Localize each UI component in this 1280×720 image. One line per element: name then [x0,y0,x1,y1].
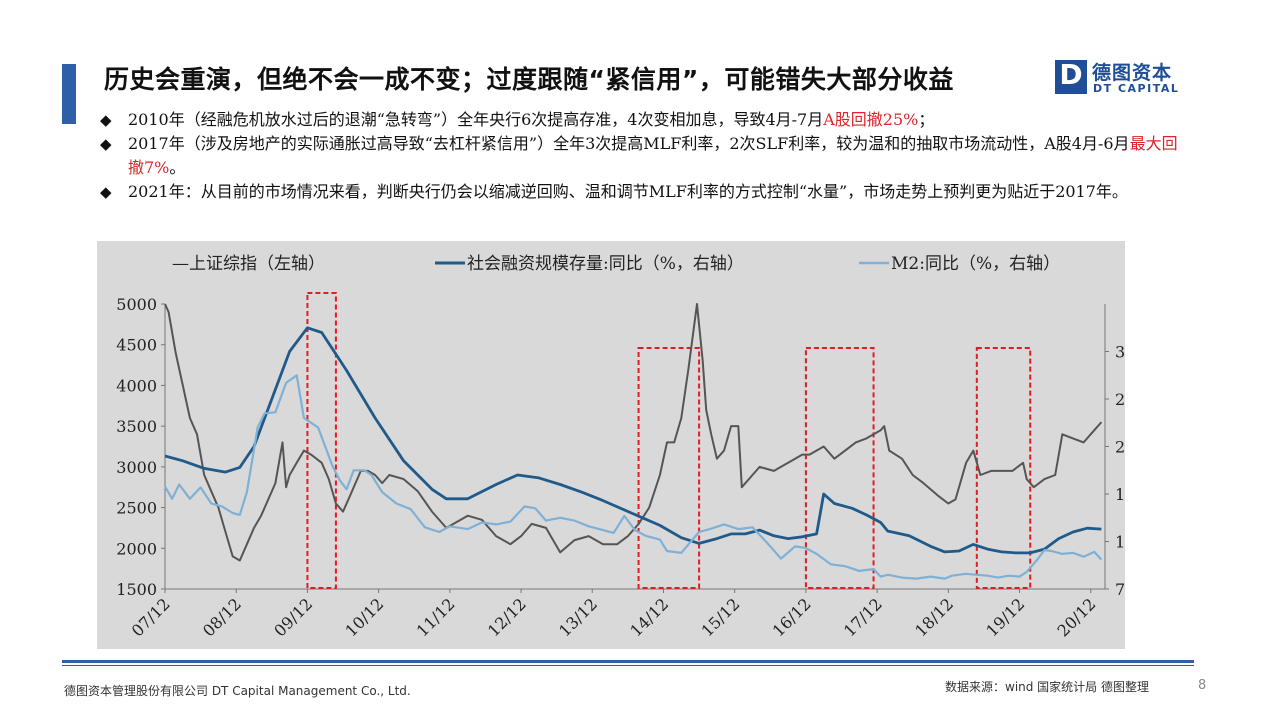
x-tick-label: 14/12 [626,594,672,640]
x-tick-label: 15/12 [697,594,743,640]
x-tick-label: 08/12 [199,594,245,640]
legend-label: 社会融资规模存量:同比（%，右轴） [467,254,744,274]
bullet-list: ◆ 2010年（经融危机放水过后的退潮“急转弯”）全年央行6次提高存准，4次变相加… [100,108,1190,204]
bullet-text: ； [918,110,935,129]
bullet-highlight-text: 最大回撤7% [128,134,1178,177]
chart-panel: 1500 2000 2500 3000 3500 4000 4500 5000 7 12 17 22 2… [97,241,1135,649]
right-tick-label: 32 [1115,343,1125,362]
page-title: 历史会重演，但绝不会一成不变；过度跟随“紧信用”，可能错失大部分收益 [104,65,954,94]
line-chart: 1500 2000 2500 3000 3500 4000 4500 5000 7 12 17 22 2… [116,254,1135,640]
left-tick-label: 2500 [116,499,157,518]
logo-english-name: DT CAPITAL [1093,82,1180,95]
x-tick-label: 11/12 [413,594,459,640]
data-source: 数据来源：wind 国家统计局 德图整理 [945,680,1150,694]
x-tick-label: 13/12 [555,594,601,640]
x-tick-label: 10/12 [341,594,387,640]
series-line-1 [164,303,1103,562]
bullet-text: 2021年：从目前的市场情况来看，判断央行仍会以缩减逆回购、温和调节MLF利率的… [128,182,1128,201]
x-tick-label: 19/12 [982,594,1028,640]
right-tick-label: 7 [1115,580,1125,599]
bullet-item: ◆ 2021年：从目前的市场情况来看，判断央行仍会以缩减逆回购、温和调节MLF利率… [100,180,1190,204]
x-tick-label: 20/12 [1054,594,1100,640]
series-line-3 [164,374,1103,580]
left-tick-label: 4500 [116,336,157,355]
diamond-bullet-icon: ◆ [100,135,112,153]
highlight-box [804,347,875,589]
right-tick-label: 12 [1115,533,1125,552]
right-tick-label: 27 [1115,390,1125,409]
highlight-box [637,347,701,589]
footer-company: 德图资本管理股份有限公司 DT Capital Management Co., … [64,684,411,698]
logo-mark-icon [1055,60,1087,94]
x-tick-label: 16/12 [769,594,815,640]
left-tick-label: 3000 [116,458,157,477]
right-tick-label: 22 [1115,438,1125,457]
legend-label: M2:同比（%，右轴） [891,254,1060,274]
diamond-bullet-icon: ◆ [100,111,112,129]
bullet-text: 2017年（涉及房地产的实际通胀过高导致“去杠杆紧信用”）全年3次提高MLF利率… [128,134,1130,153]
bullet-text: 。 [169,158,186,177]
left-tick-label: 4000 [116,376,157,395]
title-accent-bar [62,64,76,124]
series-line-2 [164,326,1102,555]
left-tick-label: 2000 [116,539,157,558]
left-tick-label: 1500 [116,580,157,599]
highlight-box [975,347,1032,589]
left-tick-label: 5000 [116,295,157,314]
logo-mark-letter: D [1059,58,1083,91]
left-tick-label: 3500 [116,417,157,436]
x-tick-label: 18/12 [911,594,957,640]
right-tick-label: 17 [1115,485,1125,504]
x-tick-label: 12/12 [484,594,530,640]
bullet-highlight-text: A股回撤25% [823,110,919,129]
highlight-box [306,292,337,589]
bullet-text: 2010年（经融危机放水过后的退潮“急转弯”）全年央行6次提高存准，4次变相加息… [128,110,824,129]
footer-divider [62,660,1194,663]
footer-divider-thin [62,665,1194,666]
page-number: 8 [1198,678,1207,693]
x-tick-label: 09/12 [270,594,316,640]
bullet-item: ◆ 2010年（经融危机放水过后的退潮“急转弯”）全年央行6次提高存准，4次变相加… [100,108,1190,132]
diamond-bullet-icon: ◆ [100,183,112,201]
x-tick-label: 17/12 [840,594,886,640]
bullet-item: ◆ 2017年（涉及房地产的实际通胀过高导致“去杠杆紧信用”）全年3次提高MLF利… [100,132,1190,180]
company-logo: D 德图资本 DT CAPITAL [1055,58,1195,98]
legend-label: —上证综指（左轴） [172,254,325,274]
x-tick-label: 07/12 [128,594,174,640]
logo-chinese-name: 德图资本 [1092,62,1173,84]
